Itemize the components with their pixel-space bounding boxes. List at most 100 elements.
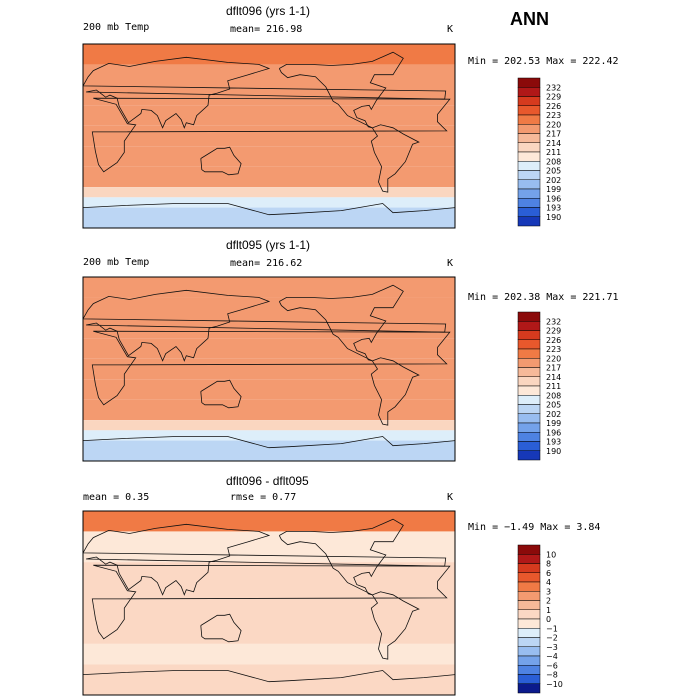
panel2-map-frame — [82, 276, 456, 462]
panel3-colorbar-label-6: 1 — [546, 606, 551, 615]
panel1-coast-namerica — [278, 51, 404, 129]
panel1-band-2 — [83, 105, 455, 126]
panel1-band-3 — [83, 125, 455, 147]
panel3-band-3 — [83, 643, 455, 665]
panel1-mean: mean= 216.98 — [230, 24, 303, 35]
panel1-colorbar-label-5: 217 — [546, 130, 561, 139]
panel3-colorbar-bin-3 — [517, 572, 541, 583]
panel2-colorbar-label-2: 226 — [546, 336, 561, 345]
panel2-units: K — [447, 258, 454, 269]
panel1-colorbar-bin-9 — [517, 161, 541, 171]
panel3-colorbar-label-9: −2 — [546, 634, 558, 643]
panel3-colorbar-label-0: 10 — [546, 550, 556, 559]
panel1-colorbar-bin-12 — [517, 188, 541, 199]
panel3-minmax: Min = −1.49 Max = 3.84 — [468, 522, 601, 533]
panel2-colorbar-bin-8 — [517, 385, 541, 396]
panel1-colorbar-label-6: 214 — [546, 139, 561, 148]
panel2-coast-namerica — [278, 284, 404, 362]
panel2-colorbar-label-11: 199 — [546, 419, 561, 428]
panel2-band-5 — [83, 399, 455, 421]
panel2-colorbar-label-4: 220 — [546, 354, 561, 363]
panel3-colorbar-bin-1 — [517, 554, 541, 564]
panel2-colorbar-label-6: 214 — [546, 373, 561, 382]
panel2-colorbar-bin-14 — [517, 441, 541, 451]
panel3-colorbar-label-11: −4 — [546, 652, 558, 661]
panel2-band-0 — [83, 277, 455, 298]
panel3-colorbar-bin-2 — [517, 563, 541, 573]
panel3-colorbar-label-7: 0 — [546, 615, 551, 624]
panel3-coast-africa — [91, 564, 451, 640]
panel3-colorbar-label-2: 6 — [546, 569, 551, 578]
panel2-field-label: 200 mb Temp — [83, 257, 150, 268]
panel3-band-0 — [83, 511, 455, 532]
panel2-band-7 — [83, 430, 455, 441]
panel3-colorbar-bin-6 — [517, 600, 541, 610]
panel2-coast-antarctica — [83, 436, 455, 449]
panel2-colorbar-bin-0 — [517, 311, 541, 322]
panel1-colorbar-bin-14 — [517, 207, 541, 217]
panel2-colorbar-bin-6 — [517, 367, 541, 377]
panel2-coast-samerica — [370, 357, 420, 426]
panel2-colorbar-bin-3 — [517, 339, 541, 350]
panel2-colorbar-bin-15 — [517, 450, 541, 461]
panel3-colorbar-label-1: 8 — [546, 560, 551, 569]
panel2-colorbar-bin-2 — [517, 330, 541, 340]
panel1-colorbar-label-7: 211 — [546, 148, 561, 157]
panel1-colorbar-label-14: 190 — [546, 213, 561, 222]
panel1-minmax: Min = 202.53 Max = 222.42 — [468, 56, 619, 67]
panel3-rmse: rmse = 0.77 — [230, 492, 297, 503]
panel3-colorbar-bin-8 — [517, 618, 541, 629]
panel1-colorbar-label-10: 202 — [546, 176, 561, 185]
panel1-colorbar-bin-6 — [517, 133, 541, 143]
panel1-colorbar-bin-2 — [517, 96, 541, 106]
panel1-colorbar-label-3: 223 — [546, 111, 561, 120]
panel3-colorbar-label-14: −10 — [546, 680, 563, 689]
panel1-colorbar-bin-3 — [517, 105, 541, 116]
panel1-band-5 — [83, 166, 455, 188]
panel2-band-8 — [83, 440, 455, 461]
season-label: ANN — [510, 9, 549, 29]
panel3-coast-namerica — [278, 518, 404, 596]
panel2-colorbar-bin-1 — [517, 321, 541, 331]
panel1-title: dflt096 (yrs 1-1) — [226, 4, 311, 18]
panel3-colorbar-bin-5 — [517, 591, 541, 601]
panel3-map-frame — [82, 510, 456, 696]
panel2-colorbar-bin-7 — [517, 376, 541, 387]
panel1-colorbar-bin-13 — [517, 198, 541, 208]
panel2-colorbar-bin-13 — [517, 432, 541, 442]
panel1-coast-eurasia — [83, 56, 447, 129]
panel3-colorbar-bin-12 — [517, 655, 541, 666]
panel2-colorbar-label-8: 208 — [546, 391, 561, 400]
panel3-units: K — [447, 492, 454, 503]
panel1-coast-samerica — [370, 124, 420, 193]
panel1-colorbar-label-2: 226 — [546, 102, 561, 111]
panel1-band-7 — [83, 197, 455, 208]
panel2-colorbar-label-0: 232 — [546, 317, 561, 326]
panel2-coast-africa — [91, 330, 451, 406]
panel2-band-2 — [83, 338, 455, 359]
panel2-colorbar-label-10: 202 — [546, 410, 561, 419]
panel3-colorbar-bin-11 — [517, 646, 541, 657]
panel3-coast-antarctica — [83, 670, 455, 683]
panel1-colorbar-label-8: 208 — [546, 157, 561, 166]
panel3-colorbar-bin-7 — [517, 609, 541, 620]
panel3-mean: mean = 0.35 — [83, 492, 150, 503]
panel3-coast-eurasia — [83, 523, 447, 596]
panel3-title: dflt096 - dflt095 — [226, 474, 309, 488]
panel3-colorbar-label-3: 4 — [546, 578, 551, 587]
panel1-coast-africa — [91, 97, 451, 173]
panel3-colorbar-label-10: −3 — [546, 643, 558, 652]
panel1-field-label: 200 mb Temp — [83, 22, 150, 33]
panel1-colorbar-bin-15 — [517, 216, 541, 227]
panel1-colorbar-bin-1 — [517, 87, 541, 97]
panel1-colorbar-label-9: 205 — [546, 167, 561, 176]
panel2-colorbar-bin-12 — [517, 422, 541, 433]
panel2-band-6 — [83, 420, 455, 431]
panel3-colorbar-label-13: −8 — [546, 671, 558, 680]
panel2-title: dflt095 (yrs 1-1) — [226, 238, 311, 252]
panel1-band-0 — [83, 44, 455, 65]
panel2-colorbar-bin-11 — [517, 413, 541, 424]
panel3-colorbar-bin-4 — [517, 581, 541, 592]
panel1-band-8 — [83, 207, 455, 228]
